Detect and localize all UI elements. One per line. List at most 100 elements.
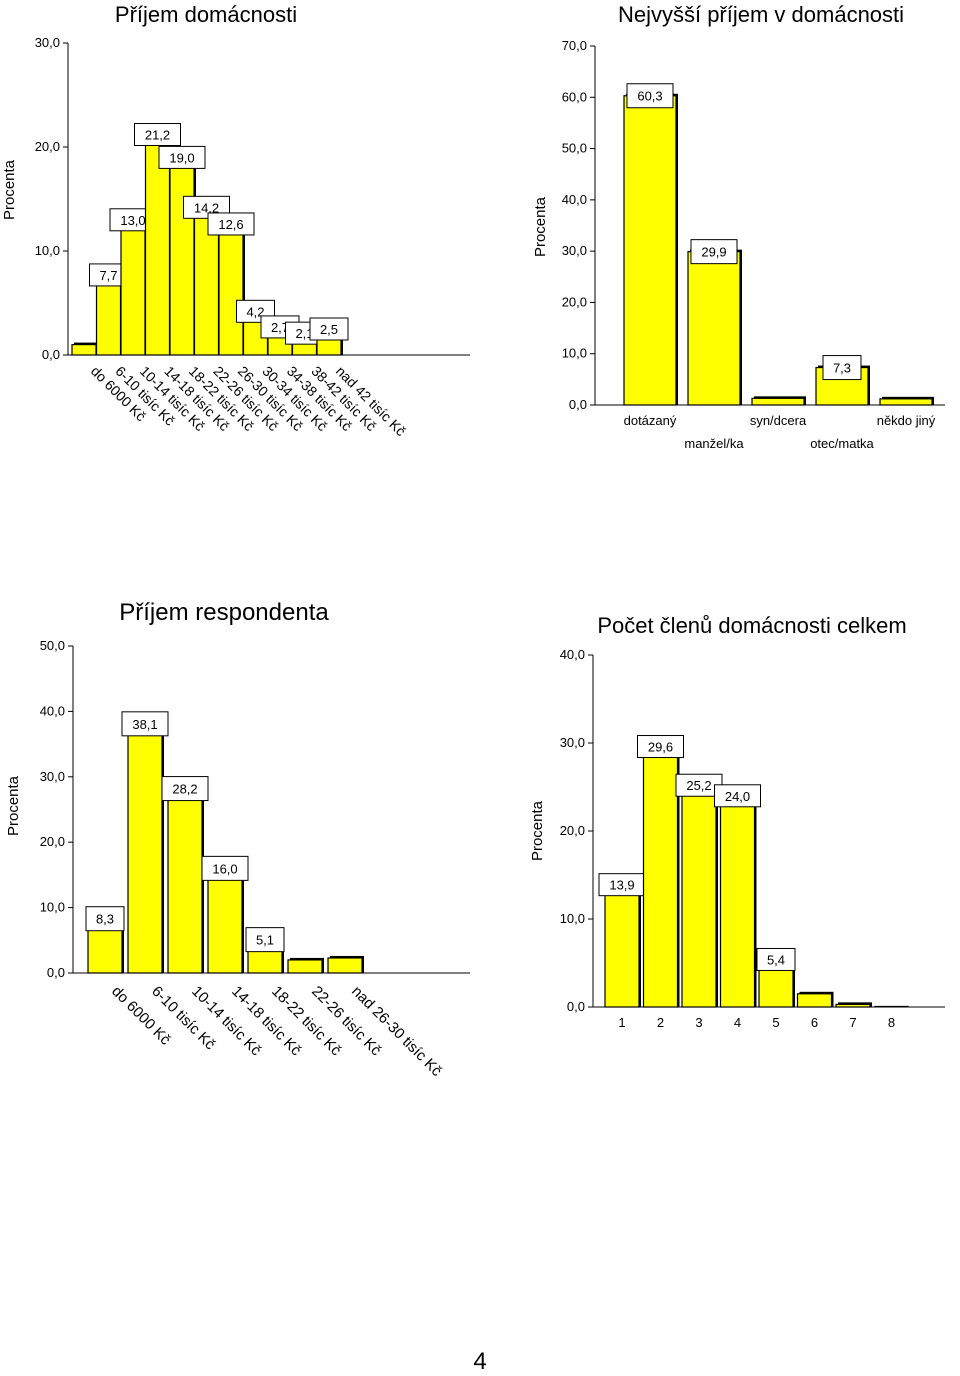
data-label-box (201, 855, 249, 881)
bar (835, 1003, 871, 1008)
y-tick-label: 50,0 (562, 141, 587, 156)
bar (218, 223, 244, 356)
data-label: 14,2 (194, 200, 219, 215)
y-tick-label: 20,0 (40, 834, 65, 849)
data-label: 38,1 (132, 717, 157, 732)
data-label: 2,5 (320, 322, 338, 337)
data-label-box (309, 317, 349, 341)
chart-title: Příjem respondenta (119, 599, 329, 626)
y-tick-label: 30,0 (562, 243, 587, 258)
y-tick-label: 60,0 (562, 89, 587, 104)
y-tick-label: 0,0 (42, 347, 60, 362)
bar (879, 398, 933, 406)
data-label: 16,0 (212, 861, 237, 876)
data-label-box (85, 906, 125, 932)
data-label: 5,1 (256, 933, 274, 948)
bar (95, 274, 122, 356)
data-label: 7,7 (99, 268, 117, 283)
data-label-box (690, 239, 738, 265)
bar (71, 344, 97, 356)
data-label-box (822, 355, 862, 381)
data-label: 2,7 (271, 320, 289, 335)
data-label: 29,6 (648, 740, 673, 755)
bar (144, 133, 171, 356)
data-label-box (207, 212, 255, 236)
data-label: 8,3 (96, 912, 114, 927)
y-tick-label: 70,0 (562, 38, 587, 53)
y-tick-label: 0,0 (569, 397, 587, 412)
x-tick-label: 6 (811, 1015, 818, 1030)
bar (327, 957, 363, 974)
bar (719, 795, 756, 1008)
chart-1: Příjem domácnosti Procenta 0,0 10,0 20,0 30,0… (1, 2, 470, 439)
y-tick-label: 50,0 (40, 638, 65, 653)
x-tick-label: syn/dcera (750, 413, 807, 428)
data-label: 29,9 (701, 245, 726, 260)
bar (167, 787, 203, 974)
bar (642, 745, 679, 1008)
bar (623, 95, 677, 406)
data-label-box (626, 83, 674, 109)
x-tick-label: 1 (618, 1015, 625, 1030)
x-tick-label: otec/matka (810, 436, 874, 451)
data-label-box (637, 735, 684, 759)
data-label: 24,0 (725, 789, 750, 804)
data-label: 13,0 (120, 213, 145, 228)
bar (687, 251, 741, 406)
page-number: 4 (473, 1348, 487, 1375)
y-tick-label: 20,0 (562, 294, 587, 309)
y-tick-label: 40,0 (562, 192, 587, 207)
y-tick-label: 20,0 (35, 139, 60, 154)
chart-4: Počet členů domácnosti celkem Procenta 0,0… (529, 613, 945, 1030)
bar (796, 993, 833, 1008)
chart-title: Příjem domácnosti (115, 2, 297, 27)
y-axis-label: Procenta (1, 159, 18, 220)
chart-title: Nejvyšší příjem v domácnosti (618, 2, 904, 27)
x-tick-label: manžel/ka (684, 436, 744, 451)
data-label-box (756, 947, 796, 971)
data-label: 25,2 (686, 778, 711, 793)
x-tick-label: 2 (657, 1015, 664, 1030)
bar (120, 219, 146, 356)
x-tick-label: 7 (849, 1015, 856, 1030)
x-tick-label: 4 (734, 1015, 741, 1030)
bar (207, 867, 243, 974)
bar (751, 397, 805, 406)
y-tick-label: 0,0 (47, 965, 65, 980)
data-label-box (161, 776, 209, 802)
x-tick-label: někdo jiný (877, 413, 936, 428)
data-label: 28,2 (172, 782, 197, 797)
bar (604, 884, 640, 1008)
y-tick-label: 40,0 (40, 703, 65, 718)
y-tick-label: 30,0 (560, 735, 585, 750)
data-label: 19,0 (169, 150, 194, 165)
y-tick-label: 10,0 (562, 346, 587, 361)
data-label: 21,2 (145, 128, 170, 143)
data-label-box (158, 145, 206, 169)
y-tick-label: 10,0 (560, 911, 585, 926)
x-tick-label: 5 (772, 1015, 779, 1030)
y-tick-label: 30,0 (35, 35, 60, 50)
data-label-box (134, 123, 181, 147)
y-axis-label: Procenta (529, 800, 546, 861)
y-tick-label: 20,0 (560, 823, 585, 838)
bar (681, 784, 717, 1008)
bar (169, 156, 195, 356)
y-axis-label: Procenta (532, 196, 549, 257)
chart-2: Nejvyšší příjem v domácnosti Procenta 0,0 1… (532, 2, 945, 451)
data-label-box (121, 711, 169, 737)
data-label: 60,3 (637, 89, 662, 104)
y-tick-label: 30,0 (40, 769, 65, 784)
data-label: 12,6 (218, 217, 243, 232)
data-label: 2,1 (295, 326, 313, 341)
chart-3: Příjem respondenta Procenta 0,0 10,0 20,0 30,… (5, 599, 470, 1080)
data-label: 7,3 (833, 361, 851, 376)
y-axis-label: Procenta (5, 775, 22, 836)
x-tick-label: 3 (695, 1015, 702, 1030)
chart-title: Počet členů domácnosti celkem (597, 613, 906, 638)
x-tick-label: 8 (888, 1015, 895, 1030)
data-label-box (714, 784, 761, 808)
data-label-box (245, 927, 285, 953)
y-tick-label: 40,0 (560, 647, 585, 662)
